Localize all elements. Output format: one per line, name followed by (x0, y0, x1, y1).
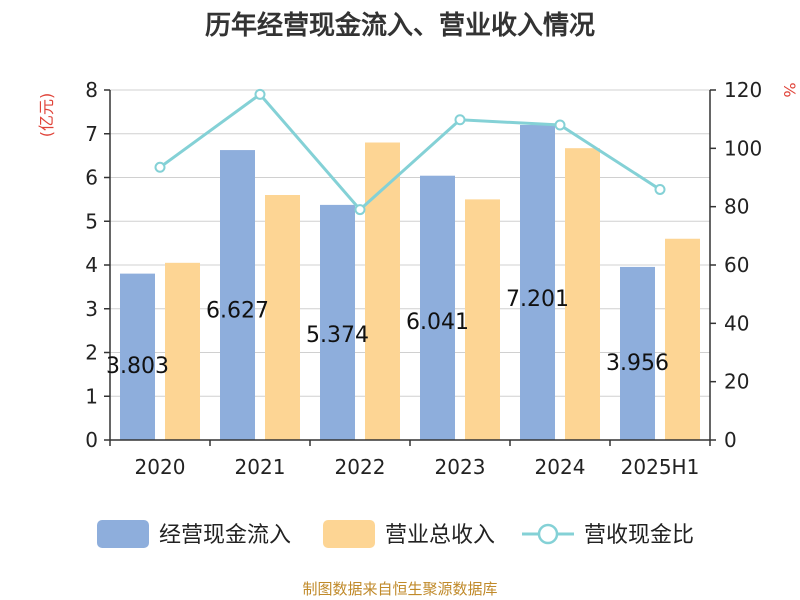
legend: 经营现金流入 营业总收入 营收现金比 (97, 520, 694, 548)
right-tick-label: 80 (724, 195, 749, 219)
ratio-line (154, 88, 666, 216)
x-tick-label: 2023 (435, 455, 486, 479)
cash-inflow-data-label: 5.374 (306, 323, 369, 348)
left-tick-label: 4 (85, 253, 98, 277)
ratio-point (154, 161, 166, 173)
right-tick-label: 120 (724, 78, 762, 102)
left-tick-label: 3 (85, 297, 98, 321)
revenue-bar (565, 148, 600, 440)
cash-inflow-bar (520, 124, 555, 441)
grid-lines (110, 89, 710, 397)
ratio-point (454, 114, 466, 126)
cash-inflow-bar (120, 273, 155, 440)
legend-label-2: 营业总收入 (385, 523, 495, 548)
left-tick-label: 7 (85, 122, 98, 146)
chart-title: 历年经营现金流入、营业收入情况 (205, 10, 595, 41)
x-tick-label: 2022 (335, 455, 386, 479)
cash-inflow-data-label: 6.041 (406, 310, 469, 335)
left-tick-label: 6 (85, 166, 98, 190)
legend-line-marker (537, 523, 559, 545)
right-axis-unit: % (780, 82, 799, 97)
x-tick-label: 2021 (235, 455, 286, 479)
x-tick-label: 2020 (135, 455, 186, 479)
right-tick-label: 100 (724, 136, 762, 160)
legend-swatch-2 (323, 520, 375, 548)
left-tick-label: 1 (85, 384, 98, 408)
revenue-bar (165, 262, 200, 440)
revenue-bar (365, 142, 400, 440)
left-tick-label: 5 (85, 209, 98, 233)
right-tick-label: 40 (724, 311, 749, 335)
revenue-bar (265, 195, 300, 440)
left-axis-unit: (亿元) (37, 93, 56, 138)
legend-label-3: 营收现金比 (584, 523, 694, 548)
cash-inflow-bar (420, 175, 455, 441)
cash-inflow-data-label: 3.956 (606, 351, 669, 376)
cash-inflow-bar (220, 150, 255, 440)
x-tick-label: 2024 (535, 455, 586, 479)
left-tick-label: 2 (85, 341, 98, 365)
left-tick-label: 0 (85, 428, 98, 452)
cash-inflow-data-label: 3.803 (106, 354, 169, 379)
cash-inflow-data-label: 6.627 (206, 299, 269, 324)
bars (120, 124, 700, 441)
cash-inflow-data-label: 7.201 (506, 287, 569, 312)
right-tick-label: 60 (724, 253, 749, 277)
cash-inflow-bar (320, 204, 355, 440)
ratio-line-path (159, 92, 661, 212)
x-tick-label: 2025H1 (621, 455, 700, 479)
revenue-bar (665, 238, 700, 440)
revenue-bar (465, 199, 500, 440)
ratio-point (654, 183, 666, 195)
ratio-point (554, 119, 566, 131)
legend-swatch-1 (97, 520, 149, 548)
legend-label-1: 经营现金流入 (159, 523, 291, 548)
cash-inflow-bar (620, 266, 655, 440)
right-tick-label: 0 (724, 428, 737, 452)
ratio-point (254, 88, 266, 100)
right-tick-label: 20 (724, 370, 749, 394)
left-tick-label: 8 (85, 78, 98, 102)
ratio-point (354, 204, 366, 216)
source-note: 制图数据来自恒生聚源数据库 (302, 580, 497, 598)
data-labels: 3.803 6.627 5.374 6.041 7.201 3.956 (106, 287, 669, 379)
